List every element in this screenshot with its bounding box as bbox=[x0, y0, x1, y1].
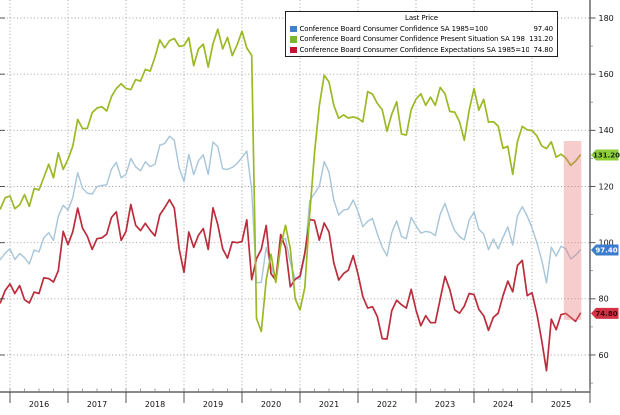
legend-label: Conference Board Consumer Confidence Exp… bbox=[299, 45, 530, 54]
y-tick-label: 100 bbox=[599, 239, 614, 248]
recent-highlight-band bbox=[563, 141, 582, 320]
legend-last-price: 131.20 bbox=[529, 35, 553, 43]
x-year-label: 2021 bbox=[319, 400, 339, 409]
headline-line bbox=[0, 135, 581, 284]
x-year-label: 2025 bbox=[551, 400, 571, 409]
y-tick-label: 160 bbox=[599, 70, 614, 79]
legend-last-price: 97.40 bbox=[533, 24, 553, 33]
x-year-label: 2018 bbox=[145, 400, 165, 409]
headline-series-swatch-icon bbox=[290, 25, 297, 32]
legend-label: Conference Board Consumer Confidence SA … bbox=[299, 24, 488, 33]
present-situation-line bbox=[0, 28, 582, 333]
y-tick-label: 120 bbox=[599, 182, 614, 191]
expectations-series-swatch-icon bbox=[290, 46, 297, 53]
x-year-label: 2022 bbox=[377, 400, 397, 409]
present-situation-series-swatch-icon bbox=[290, 36, 297, 43]
y-tick-label: 60 bbox=[599, 351, 609, 360]
headline-last-price-value: 97.40 bbox=[595, 247, 617, 255]
legend-title: Last Price bbox=[405, 14, 438, 22]
legend-item-present-situation: Conference Board Consumer Confidence Pre… bbox=[290, 34, 553, 45]
legend-last-price: 74.80 bbox=[533, 45, 553, 54]
y-tick-label: 180 bbox=[599, 14, 614, 23]
y-tick-label: 140 bbox=[599, 126, 614, 135]
expectations-last-price-value: 74.80 bbox=[595, 310, 617, 318]
legend-item-headline: Conference Board Consumer Confidence SA … bbox=[290, 24, 553, 35]
legend-label: Conference Board Consumer Confidence Pre… bbox=[299, 35, 526, 43]
y-tick-label: 80 bbox=[599, 295, 609, 304]
present-situation-last-price-value: 131.20 bbox=[593, 152, 620, 160]
expectations-last-price-tag bbox=[591, 307, 619, 319]
x-year-label: 2023 bbox=[435, 400, 455, 409]
present-situation-last-price-tag bbox=[591, 149, 619, 161]
legend-box: Last Price Conference Board Consumer Con… bbox=[285, 11, 558, 57]
x-year-label: 2024 bbox=[493, 400, 513, 409]
x-year-label: 2020 bbox=[261, 400, 281, 409]
x-year-label: 2016 bbox=[29, 400, 49, 409]
legend-item-expectations: Conference Board Consumer Confidence Exp… bbox=[290, 45, 553, 56]
x-year-label: 2017 bbox=[87, 400, 107, 409]
headline-last-price-tag bbox=[591, 244, 619, 256]
expectations-line bbox=[0, 198, 582, 372]
x-year-label: 2019 bbox=[203, 400, 223, 409]
